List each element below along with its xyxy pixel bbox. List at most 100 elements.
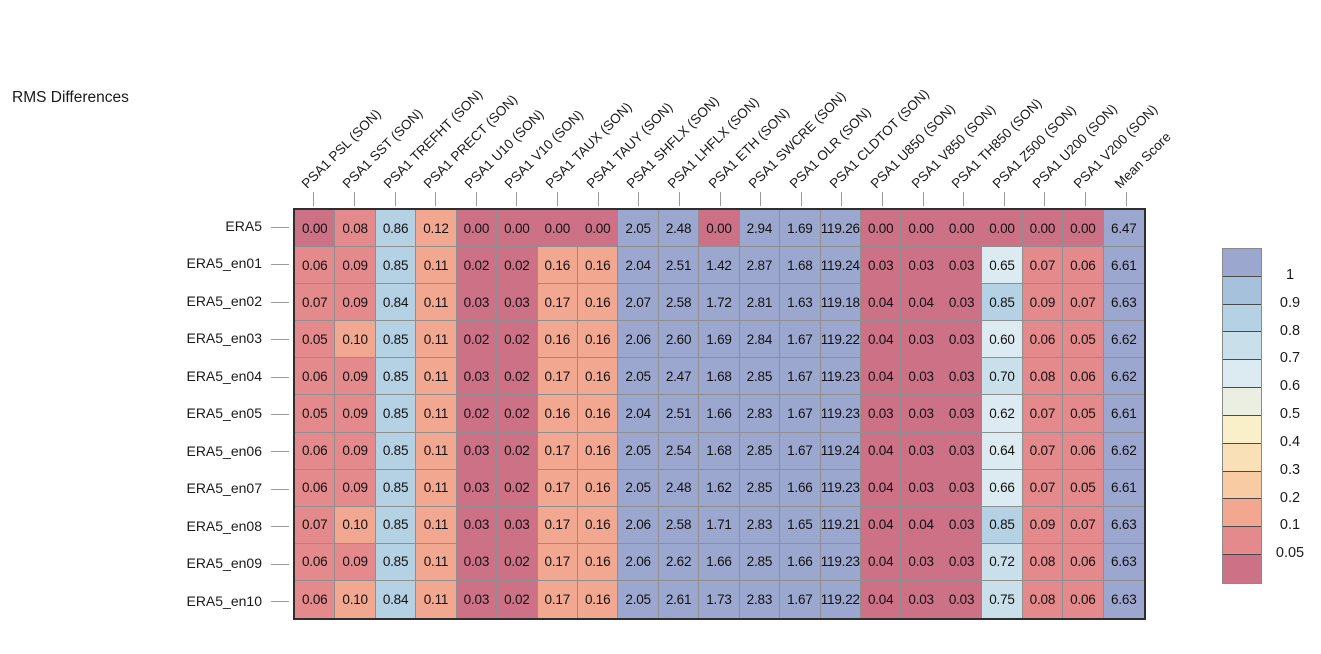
cell-value: 0.00 xyxy=(584,220,611,236)
cell-value: 0.03 xyxy=(948,591,975,607)
heatmap-cell: 0.17 xyxy=(537,506,578,544)
heatmap-cell: 0.05 xyxy=(295,321,336,359)
row-tick xyxy=(271,376,289,378)
heatmap-cell: 0.03 xyxy=(456,506,498,544)
heatmap-cell: 0.03 xyxy=(941,543,983,581)
heatmap-cell: 0.11 xyxy=(416,395,457,433)
heatmap-cell: 1.63 xyxy=(780,284,821,322)
row-tick xyxy=(271,563,289,565)
cell-value: 0.16 xyxy=(584,368,611,384)
heatmap-cell: 0.85 xyxy=(375,506,417,544)
cell-value: 0.05 xyxy=(301,331,328,347)
cell-value: 6.63 xyxy=(1111,591,1137,607)
cell-value: 0.06 xyxy=(301,443,328,459)
cell-value: 0.03 xyxy=(908,405,934,421)
heatmap-cell: 0.06 xyxy=(1063,543,1104,581)
heatmap-cell: 2.85 xyxy=(739,469,781,507)
cell-value: 0.02 xyxy=(463,331,490,347)
heatmap-cell: 0.17 xyxy=(537,543,578,581)
cell-value: 0.11 xyxy=(423,443,449,459)
heatmap-cell: 0.05 xyxy=(1063,469,1104,507)
cell-value: 0.16 xyxy=(544,405,571,421)
heatmap-cell: 0.03 xyxy=(941,321,983,359)
cell-value: 0.08 xyxy=(342,220,368,236)
heatmap-cell: 0.16 xyxy=(537,247,578,285)
heatmap-cell: 0.16 xyxy=(577,247,619,285)
cell-value: 0.03 xyxy=(948,554,975,570)
cell-value: 1.69 xyxy=(787,220,813,236)
cell-value: 0.03 xyxy=(948,517,975,533)
cell-value: 1.62 xyxy=(706,480,732,496)
cell-value: 1.68 xyxy=(706,443,732,459)
cell-value: 0.06 xyxy=(301,591,328,607)
cell-value: 0.06 xyxy=(1029,331,1056,347)
column-tick xyxy=(678,192,680,206)
cell-value: 2.83 xyxy=(746,405,773,421)
heatmap-cell: 0.04 xyxy=(860,543,902,581)
cell-value: 1.71 xyxy=(706,517,732,533)
heatmap-cell: 0.02 xyxy=(497,395,538,433)
cell-value: 2.84 xyxy=(746,331,773,347)
cell-value: 2.48 xyxy=(665,480,692,496)
cell-value: 0.08 xyxy=(1029,591,1056,607)
colorbar-block xyxy=(1223,499,1261,528)
cell-value: 0.00 xyxy=(948,220,975,236)
cell-value: 0.00 xyxy=(544,220,571,236)
cell-value: 0.85 xyxy=(382,443,409,459)
cell-value: 0.02 xyxy=(504,591,530,607)
heatmap-cell: 0.03 xyxy=(941,358,983,396)
heatmap-cell: 0.03 xyxy=(941,284,983,322)
heatmap-cell: 0.08 xyxy=(335,210,376,248)
column-tick xyxy=(638,192,640,206)
cell-value: 1.73 xyxy=(706,591,732,607)
cell-value: 0.16 xyxy=(584,591,611,607)
cell-value: 6.62 xyxy=(1111,331,1137,347)
heatmap-cell: 0.16 xyxy=(577,395,619,433)
heatmap-cell: 0.11 xyxy=(416,580,457,618)
heatmap-cell: 2.51 xyxy=(658,247,700,285)
cell-value: 119.18 xyxy=(820,294,860,310)
heatmap-cell: 0.85 xyxy=(375,321,417,359)
heatmap-cell: 0.03 xyxy=(456,284,498,322)
heatmap-cell: 0.11 xyxy=(416,358,457,396)
cell-value: 2.06 xyxy=(625,331,651,347)
heatmap-cell: 0.03 xyxy=(901,321,942,359)
heatmap-cell: 2.87 xyxy=(739,247,781,285)
heatmap-cell: 0.08 xyxy=(1022,580,1064,618)
cell-value: 0.16 xyxy=(584,554,611,570)
heatmap-cell: 0.06 xyxy=(295,543,336,581)
heatmap-cell: 0.04 xyxy=(901,506,942,544)
heatmap-cell: 0.03 xyxy=(941,395,983,433)
cell-value: 0.16 xyxy=(584,480,611,496)
heatmap-cell: 2.04 xyxy=(618,247,659,285)
heatmap-cell: 0.02 xyxy=(456,321,498,359)
cell-value: 0.03 xyxy=(867,257,894,273)
row-tick xyxy=(271,301,289,303)
cell-value: 1.72 xyxy=(706,294,732,310)
cell-value: 0.07 xyxy=(1029,480,1056,496)
cell-value: 0.60 xyxy=(989,331,1015,347)
heatmap-grid: 0.00 0.08 0.86 0.12 0.00 0.00 0.00 0.00 2.05 2.48… xyxy=(293,208,1146,620)
cell-value: 1.68 xyxy=(706,368,732,384)
heatmap-cell: 0.03 xyxy=(901,247,942,285)
heatmap-cell: 1.71 xyxy=(699,506,740,544)
cell-value: 2.62 xyxy=(665,554,692,570)
heatmap-cell: 0.75 xyxy=(982,580,1023,618)
heatmap-cell: 1.69 xyxy=(780,210,821,248)
row-label: ERA5_en02 xyxy=(186,292,262,309)
cell-value: 0.16 xyxy=(544,257,571,273)
heatmap-cell: 2.83 xyxy=(739,506,781,544)
heatmap-cell: 0.02 xyxy=(456,247,498,285)
heatmap-cell: 6.63 xyxy=(1103,284,1144,322)
heatmap-cell: 0.16 xyxy=(577,321,619,359)
cell-value: 0.08 xyxy=(1029,554,1056,570)
column-tick xyxy=(760,192,762,206)
cell-value: 6.47 xyxy=(1111,220,1137,236)
heatmap-cell: 2.07 xyxy=(618,284,659,322)
colorbar-tick-label: 0.5 xyxy=(1279,406,1301,422)
heatmap-cell: 0.11 xyxy=(416,284,457,322)
cell-value: 0.64 xyxy=(989,443,1015,459)
heatmap-cell: 0.06 xyxy=(1063,432,1104,470)
cell-value: 0.09 xyxy=(342,480,368,496)
row-label: ERA5 xyxy=(225,218,262,234)
